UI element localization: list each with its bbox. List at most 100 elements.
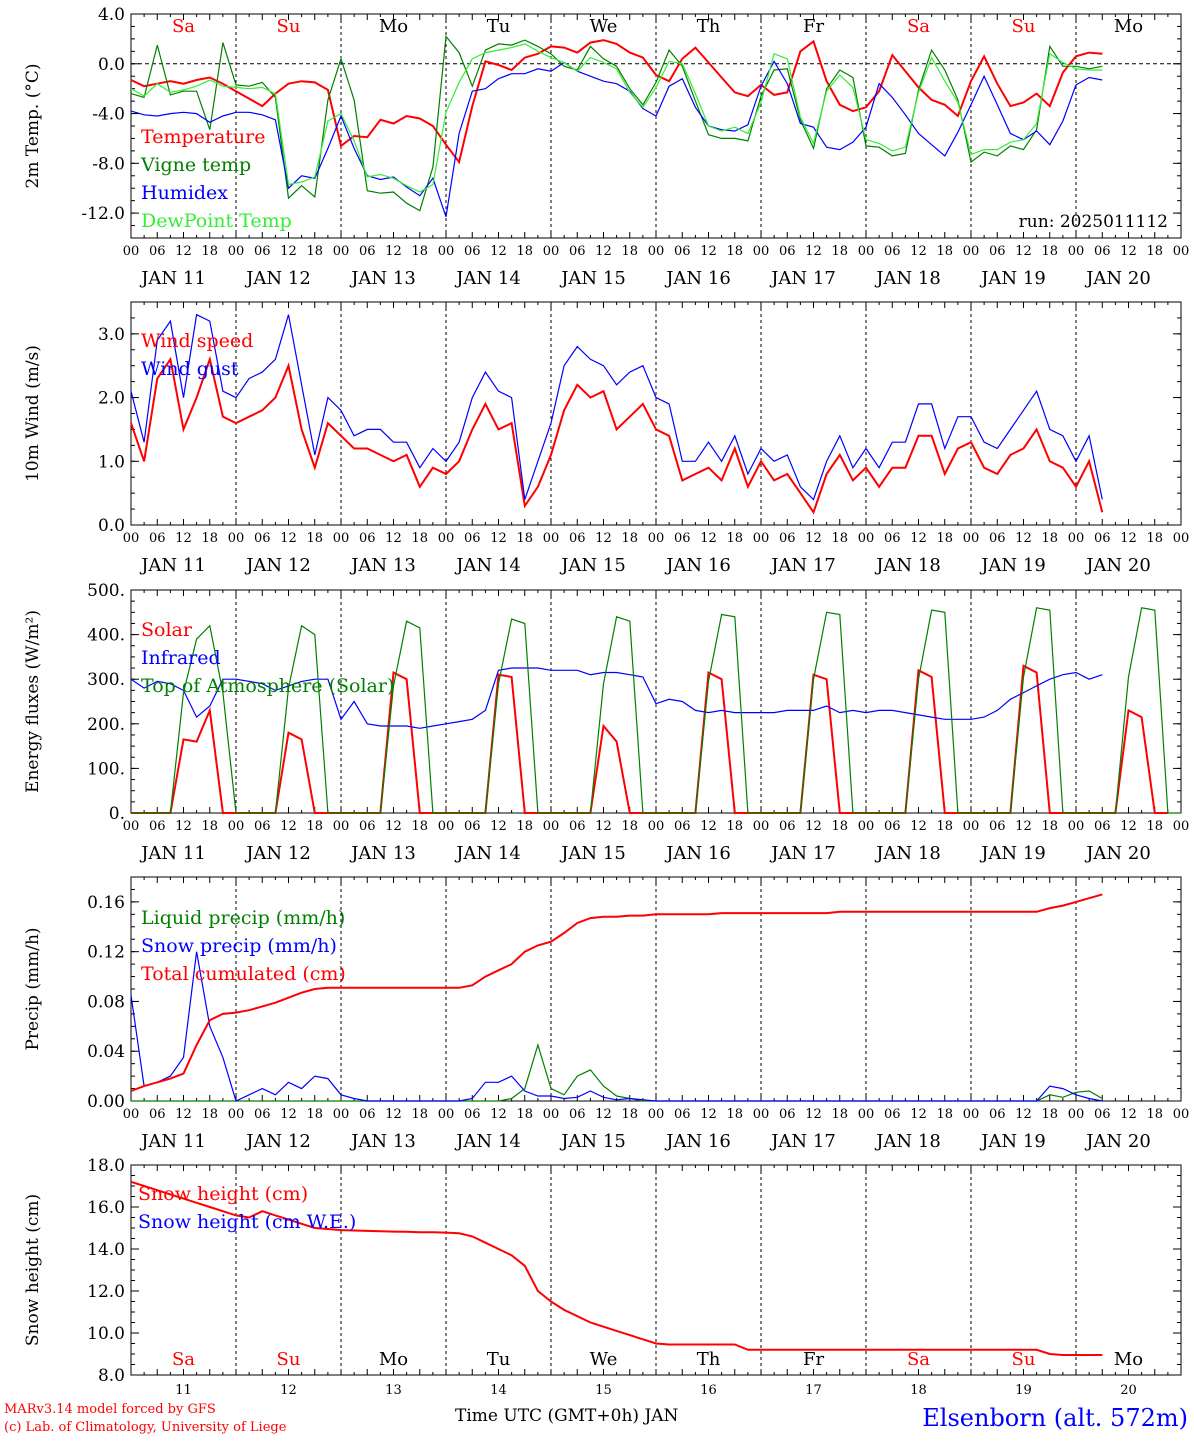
hour-tick-label: 18 (411, 819, 428, 834)
hour-tick-label: 06 (254, 819, 271, 834)
day-number: 15 (595, 1383, 612, 1398)
hour-tick-label: 00 (963, 1107, 980, 1122)
hour-tick-label: 12 (700, 819, 717, 834)
hour-tick-label: 12 (280, 244, 297, 259)
day-label: JAN 14 (454, 268, 521, 289)
hour-tick-label: 06 (989, 531, 1006, 546)
hour-tick-label: 12 (910, 531, 927, 546)
hour-tick-label: 18 (306, 1107, 323, 1122)
hour-tick-label: 18 (621, 244, 638, 259)
day-label: JAN 18 (874, 555, 941, 576)
y-tick-label: 0.04 (87, 1042, 125, 1062)
day-label: JAN 14 (454, 555, 521, 576)
hour-tick-label: 12 (1120, 531, 1137, 546)
hour-tick-label: 18 (1041, 244, 1058, 259)
y-axis-label: 10m Wind (m/s) (23, 345, 43, 482)
hour-tick-label: 00 (543, 531, 560, 546)
hour-tick-label: 00 (1068, 819, 1085, 834)
hour-tick-label: 12 (595, 531, 612, 546)
weekday-label: Fr (803, 1349, 824, 1370)
hour-tick-label: 06 (569, 531, 586, 546)
hour-tick-label: 12 (280, 819, 297, 834)
y-axis-label: Snow height (cm) (23, 1194, 43, 1346)
legend-entry-1: Wind speed (141, 330, 253, 352)
hour-tick-label: 00 (543, 1107, 560, 1122)
y-tick-label: 18.0 (87, 1156, 125, 1176)
hour-tick-label: 00 (123, 819, 140, 834)
hour-tick-label: 18 (516, 244, 533, 259)
hour-tick-label: 18 (936, 531, 953, 546)
day-label: JAN 12 (244, 268, 311, 289)
day-label: JAN 11 (139, 1131, 206, 1152)
y-tick-label: 500. (87, 581, 125, 601)
weekday-label: Fr (803, 16, 824, 37)
hour-tick-label: 06 (989, 819, 1006, 834)
day-label: JAN 17 (769, 843, 836, 864)
day-label: JAN 16 (664, 843, 731, 864)
day-label: JAN 18 (874, 1131, 941, 1152)
hour-tick-label: 00 (1173, 1107, 1190, 1122)
weekday-label: Su (277, 1349, 301, 1370)
y-axis-label: 2m Temp. (°C) (23, 63, 43, 188)
hour-tick-label: 12 (595, 244, 612, 259)
y-tick-label: 100. (87, 759, 125, 779)
hour-tick-label: 06 (1094, 244, 1111, 259)
hour-tick-label: 00 (1173, 819, 1190, 834)
weekday-label: Sa (172, 1349, 195, 1370)
day-label: JAN 17 (769, 555, 836, 576)
hour-tick-label: 06 (1094, 531, 1111, 546)
hour-tick-label: 00 (1068, 531, 1085, 546)
hour-tick-label: 18 (726, 531, 743, 546)
hour-tick-label: 18 (201, 244, 218, 259)
credit-line-1: MARv3.14 model forced by GFS (4, 1402, 216, 1417)
hour-tick-label: 00 (648, 244, 665, 259)
hour-tick-label: 06 (779, 1107, 796, 1122)
hour-tick-label: 18 (306, 819, 323, 834)
day-number: 12 (280, 1383, 297, 1398)
series-line-3 (131, 607, 1181, 814)
hour-tick-label: 18 (726, 819, 743, 834)
hour-tick-label: 06 (674, 531, 691, 546)
day-number: 14 (490, 1383, 507, 1398)
hour-tick-label: 18 (1041, 1107, 1058, 1122)
panel-5: 8.0 10.0 12.0 14.0 16.0 18.0 Snow height (cm) S… (23, 1156, 1182, 1398)
hour-tick-label: 06 (884, 531, 901, 546)
hour-tick-label: 00 (543, 244, 560, 259)
day-label: JAN 13 (349, 1131, 416, 1152)
day-label: JAN 11 (139, 555, 206, 576)
hour-tick-label: 00 (963, 531, 980, 546)
series-line-1 (130, 1180, 1103, 1356)
legend-entry-1: Snow height (cm) (138, 1183, 308, 1205)
hour-tick-label: 00 (753, 1107, 770, 1122)
y-axis-label: Energy fluxes (W/m²) (23, 610, 43, 793)
weekday-label: Th (697, 1349, 721, 1370)
panel-3: 0. 100. 200. 300. 400. 500. Energy fluxes (W/m… (23, 581, 1189, 864)
y-tick-label: 0.08 (87, 992, 125, 1012)
y-axis-label: Precip (mm/h) (23, 927, 43, 1050)
hour-tick-label: 06 (464, 819, 481, 834)
hour-tick-label: 00 (858, 819, 875, 834)
hour-tick-label: 18 (306, 244, 323, 259)
weekday-label: Su (1012, 16, 1036, 37)
weekday-label: We (590, 16, 618, 37)
hour-tick-label: 12 (700, 531, 717, 546)
day-label: JAN 19 (979, 1131, 1046, 1152)
hour-tick-label: 00 (438, 819, 455, 834)
day-label: JAN 14 (454, 1131, 521, 1152)
legend-entry-2: Infrared (141, 647, 221, 669)
hour-tick-label: 12 (385, 531, 402, 546)
hour-tick-label: 06 (359, 244, 376, 259)
hour-tick-label: 00 (123, 531, 140, 546)
hour-tick-label: 00 (648, 531, 665, 546)
hour-tick-label: 00 (648, 1107, 665, 1122)
day-number: 16 (700, 1383, 717, 1398)
y-tick-label: 10.0 (87, 1324, 125, 1344)
day-label: JAN 20 (1084, 555, 1151, 576)
hour-tick-label: 12 (175, 1107, 192, 1122)
hour-tick-label: 12 (385, 1107, 402, 1122)
hour-tick-label: 12 (175, 244, 192, 259)
day-label: JAN 13 (349, 555, 416, 576)
y-tick-label: 4.0 (98, 5, 125, 25)
x-axis-title: Time UTC (GMT+0h) JAN (455, 1406, 679, 1426)
weekday-label: Mo (1114, 1349, 1143, 1370)
